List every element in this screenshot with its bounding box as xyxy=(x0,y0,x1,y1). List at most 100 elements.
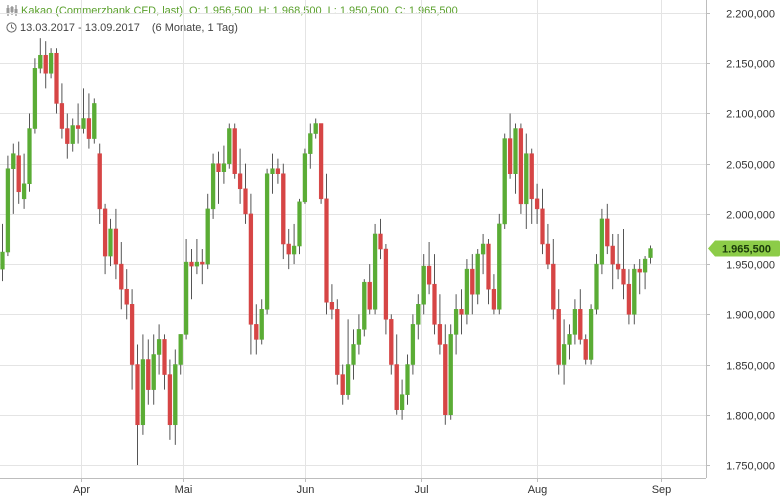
candle-down[interactable] xyxy=(286,228,291,270)
candle-up[interactable] xyxy=(632,264,637,325)
candle-down[interactable] xyxy=(146,339,151,405)
candle-down[interactable] xyxy=(637,259,642,295)
candle-up[interactable] xyxy=(513,123,518,194)
candle-up[interactable] xyxy=(259,299,264,345)
candle-down[interactable] xyxy=(605,203,610,255)
candle-up[interactable] xyxy=(567,324,572,360)
candle-down[interactable] xyxy=(243,163,248,224)
candle-down[interactable] xyxy=(470,254,475,315)
candle-down[interactable] xyxy=(367,264,372,315)
candle-down[interactable] xyxy=(340,364,345,405)
candle-down[interactable] xyxy=(518,123,524,214)
candle-up[interactable] xyxy=(227,123,232,169)
candle-down[interactable] xyxy=(459,289,464,335)
candle-down[interactable] xyxy=(189,249,194,300)
candle-up[interactable] xyxy=(453,294,459,355)
candle-down[interactable] xyxy=(281,163,286,260)
candle-up[interactable] xyxy=(356,314,362,355)
candle-up[interactable] xyxy=(140,334,146,435)
candle-down[interactable] xyxy=(102,203,108,275)
candle-up[interactable] xyxy=(475,249,480,305)
candle-up[interactable] xyxy=(497,213,502,315)
candle-up[interactable] xyxy=(108,218,113,267)
candle-up[interactable] xyxy=(524,133,529,229)
candle-down[interactable] xyxy=(97,143,102,224)
candle-up[interactable] xyxy=(156,324,162,375)
candle-up[interactable] xyxy=(0,223,5,282)
candle-down[interactable] xyxy=(200,249,205,285)
candle-up[interactable] xyxy=(173,349,178,445)
candle-up[interactable] xyxy=(372,223,378,315)
candle-down[interactable] xyxy=(318,123,324,204)
candle-up[interactable] xyxy=(362,279,367,337)
candle-down[interactable] xyxy=(583,334,588,365)
candle-up[interactable] xyxy=(416,294,421,340)
candle-up[interactable] xyxy=(270,153,275,194)
candle-down[interactable] xyxy=(621,228,626,300)
candle-down[interactable] xyxy=(486,239,491,305)
candle-up[interactable] xyxy=(183,239,189,340)
candle-down[interactable] xyxy=(443,324,448,425)
candle-down[interactable] xyxy=(254,304,259,355)
candle-down[interactable] xyxy=(389,314,394,375)
candle-up[interactable] xyxy=(308,123,313,169)
candle-up[interactable] xyxy=(81,88,86,134)
candle-up[interactable] xyxy=(27,113,32,192)
candle-down[interactable] xyxy=(615,233,621,280)
candle-up[interactable] xyxy=(399,379,405,420)
candle-down[interactable] xyxy=(275,158,281,184)
candle-up[interactable] xyxy=(297,198,302,255)
candle-down[interactable] xyxy=(335,299,340,385)
candle-up[interactable] xyxy=(588,304,594,365)
candle-down[interactable] xyxy=(232,123,237,179)
candle-down[interactable] xyxy=(162,334,167,390)
candle-up[interactable] xyxy=(264,168,270,315)
candle-down[interactable] xyxy=(610,233,615,290)
candle-down[interactable] xyxy=(16,141,21,204)
candle-down[interactable] xyxy=(237,148,243,204)
candle-down[interactable] xyxy=(578,289,583,345)
candle-down[interactable] xyxy=(540,188,545,255)
candle-up[interactable] xyxy=(480,233,486,275)
candle-down[interactable] xyxy=(59,83,65,139)
candle-up[interactable] xyxy=(464,259,470,325)
candle-up[interactable] xyxy=(405,354,410,405)
candle-down[interactable] xyxy=(534,183,540,224)
candle-up[interactable] xyxy=(572,299,578,345)
candle-down[interactable] xyxy=(378,218,383,260)
candle-up[interactable] xyxy=(38,38,43,74)
candle-up[interactable] xyxy=(205,193,210,270)
candle-down[interactable] xyxy=(437,294,443,355)
candle-up[interactable] xyxy=(561,319,567,385)
candle-up[interactable] xyxy=(648,245,653,264)
candle-up[interactable] xyxy=(92,98,97,144)
candle-up[interactable] xyxy=(5,155,11,257)
candle-up[interactable] xyxy=(594,254,599,315)
candle-down[interactable] xyxy=(43,41,48,89)
candle-up[interactable] xyxy=(345,319,351,400)
candle-up[interactable] xyxy=(410,314,416,375)
candle-up[interactable] xyxy=(351,329,356,380)
candle-down[interactable] xyxy=(426,242,432,295)
candle-up[interactable] xyxy=(302,148,308,204)
candle-down[interactable] xyxy=(135,344,140,465)
candle-down[interactable] xyxy=(394,334,399,415)
candle-down[interactable] xyxy=(432,254,437,335)
candle-down[interactable] xyxy=(65,113,70,159)
candle-down[interactable] xyxy=(54,48,59,114)
candle-down[interactable] xyxy=(75,103,81,144)
candle-down[interactable] xyxy=(329,284,335,320)
candle-up[interactable] xyxy=(178,334,183,375)
candle-up[interactable] xyxy=(151,334,156,405)
candle-up[interactable] xyxy=(11,143,16,214)
candle-up[interactable] xyxy=(48,48,54,79)
candle-up[interactable] xyxy=(313,118,318,139)
candle-down[interactable] xyxy=(551,239,556,320)
candle-down[interactable] xyxy=(545,223,551,270)
candle-down[interactable] xyxy=(324,173,329,315)
candle-down[interactable] xyxy=(167,359,173,440)
candle-down[interactable] xyxy=(626,269,632,325)
candle-down[interactable] xyxy=(86,93,92,149)
candle-down[interactable] xyxy=(113,208,119,280)
